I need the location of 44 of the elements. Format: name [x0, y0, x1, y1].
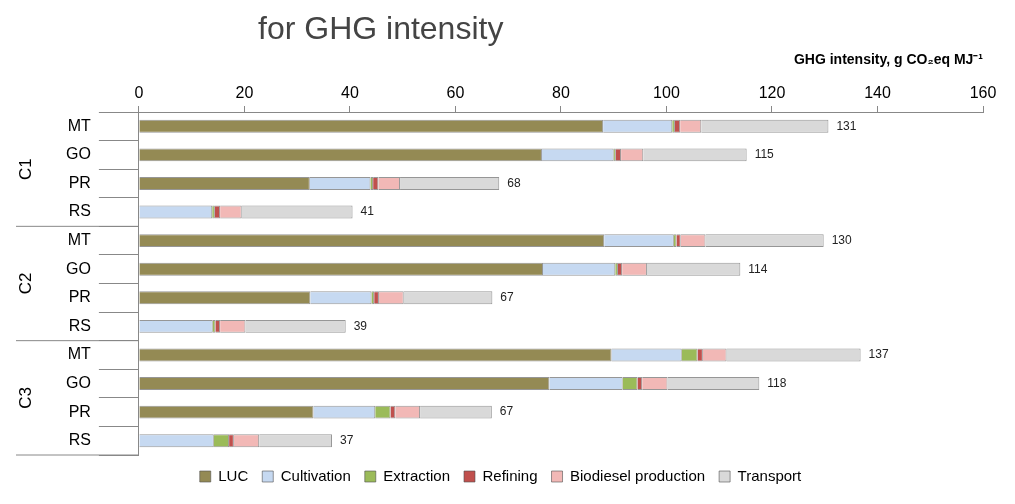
x-tick-label: 40	[341, 83, 359, 101]
y-tick-label: GO	[66, 145, 91, 163]
total-label: 39	[353, 318, 368, 333]
y-tick-label: MT	[67, 345, 92, 363]
x-tick-label: 0	[134, 83, 144, 101]
legend-label: Extraction	[383, 466, 450, 484]
legend-label: Refining	[482, 466, 538, 484]
y-tick-label: PR	[68, 402, 91, 420]
x-tick-label: 80	[552, 83, 570, 101]
total-label: 137	[868, 347, 889, 362]
text: C1	[15, 158, 35, 181]
y-tick-label: PR	[68, 288, 91, 306]
text: C2	[15, 272, 35, 295]
legend-label: Cultivation	[280, 466, 351, 484]
legend-label: LUC	[218, 466, 249, 484]
total-label: 41	[360, 204, 375, 219]
y-tick-label: PR	[68, 173, 91, 191]
total-label: 114	[748, 261, 768, 276]
total-label: 67	[500, 290, 515, 305]
x-tick-label: 100	[653, 83, 680, 101]
legend-label: Transport	[737, 466, 803, 484]
y-tick-label: RS	[68, 202, 91, 220]
total-label: 68	[507, 175, 521, 190]
y-tick-label: RS	[68, 431, 91, 449]
x-tick-label: 60	[446, 83, 465, 101]
y-tick-label: MT	[67, 231, 92, 249]
y-tick-label: MT	[67, 116, 92, 134]
x-tick-label: 140	[864, 83, 891, 101]
x-axis-title: GHG intensity, g CO₂eq MJ⁻¹	[793, 51, 984, 68]
y-tick-label: GO	[66, 373, 91, 391]
total-label: 118	[767, 375, 787, 390]
text: C3	[15, 386, 35, 409]
y-tick-label: GO	[66, 259, 91, 277]
total-label: 130	[831, 232, 853, 247]
x-tick-label: 160	[969, 83, 997, 101]
total-label: 131	[836, 118, 857, 133]
y-tick-label: RS	[68, 316, 91, 334]
x-tick-label: 20	[235, 83, 254, 101]
x-tick-label: 120	[758, 83, 786, 101]
total-label: 115	[754, 147, 775, 162]
total-label: 67	[499, 404, 514, 419]
legend-label: Biodiesel production	[570, 466, 706, 484]
chart-title: for GHG intensity	[258, 9, 505, 48]
total-label: 37	[339, 433, 354, 448]
